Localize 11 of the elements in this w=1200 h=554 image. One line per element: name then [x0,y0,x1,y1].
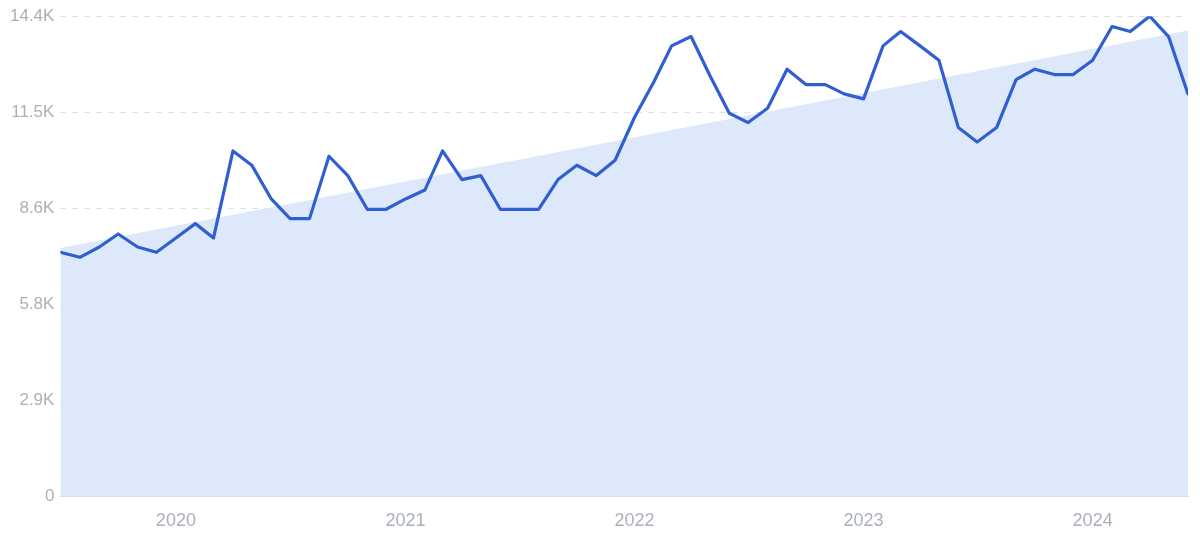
y-tick-label: 14.4K [9,5,56,25]
x-tick-label: 2020 [155,510,196,531]
y-tick-label: 0 [44,486,55,506]
y-tick-label: 8.6K [19,197,56,217]
y-tick-label: 2.9K [19,390,56,410]
x-tick-label: 2021 [385,510,426,531]
y-tick-label: 5.8K [19,294,56,314]
x-tick-label: 2023 [843,510,884,531]
x-tick-label: 2024 [1072,510,1113,531]
x-tick-label: 2022 [614,510,655,531]
y-tick-label: 11.5K [11,101,56,121]
